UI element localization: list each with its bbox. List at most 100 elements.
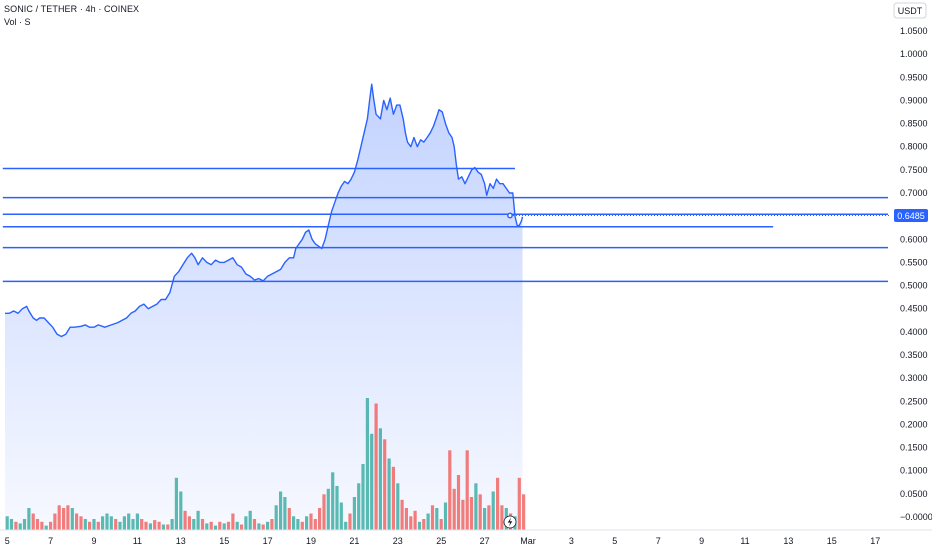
volume-bar [109, 516, 113, 531]
volume-bar [309, 513, 313, 530]
volume-bar [196, 510, 200, 531]
time-tick-label: 13 [783, 536, 793, 546]
volume-bar [252, 519, 257, 530]
price-area [5, 84, 523, 530]
volume-bar [114, 519, 118, 530]
volume-bar [183, 510, 187, 531]
volume-bar [179, 491, 183, 530]
volume-bar [92, 519, 96, 530]
volume-bar [322, 494, 326, 531]
volume-bar [456, 475, 461, 530]
volume-bar [44, 525, 48, 530]
horizontal-lines-layer[interactable] [2, 167, 888, 283]
replay-icon[interactable] [503, 515, 517, 529]
time-axis[interactable]: 5 7 9 11 13 15 17 19 21 23 25 27 Mar 3 5 7 9 11 13 15 17 [0, 529, 932, 546]
volume-bar [448, 450, 452, 531]
time-tick-label: 17 [870, 536, 880, 546]
volume-bar [378, 428, 382, 531]
volume-bar [187, 516, 191, 531]
last-price-marker [507, 212, 513, 219]
volume-bar [153, 520, 157, 530]
volume-bar [287, 508, 291, 530]
symbol-title[interactable]: SONIC / TETHER · 4h · COINEX [4, 4, 140, 14]
time-tick-label: 7 [656, 536, 661, 546]
volume-bar [517, 477, 521, 531]
volume-bar [522, 494, 526, 531]
price-axis[interactable]: USDT 0.6485 1.0500 1.0000 0.9500 0.9000 0.85… [893, 2, 932, 522]
volume-bar [83, 519, 87, 530]
volume-bar [417, 521, 422, 531]
volume-label[interactable]: Vol · S [4, 17, 31, 27]
time-tick-label: 19 [306, 536, 316, 546]
last-price-label: 0.6485 [897, 211, 925, 221]
volume-bar [365, 398, 369, 530]
time-tick-label: 3 [569, 536, 574, 546]
price-tick-label: 0.0500 [900, 489, 928, 499]
volume-bar [244, 516, 248, 531]
volume-bar [174, 477, 178, 531]
volume-bar [313, 519, 317, 530]
time-tick-label: 23 [393, 536, 403, 546]
price-tick-label: −0.0000 [900, 512, 932, 522]
price-tick-label: 1.0500 [900, 26, 928, 36]
volume-bar [266, 521, 270, 531]
volume-bar [118, 521, 122, 531]
volume-bar [452, 488, 456, 531]
volume-bar [170, 519, 174, 530]
volume-bar [292, 516, 296, 531]
volume-bar [491, 491, 495, 530]
time-tick-label: 11 [740, 536, 749, 546]
volume-bar [231, 513, 235, 530]
volume-bar [88, 521, 92, 531]
price-tick-label: 0.8000 [900, 142, 928, 152]
volume-bar [469, 497, 474, 530]
volume-bar [400, 499, 404, 531]
volume-bar [62, 508, 66, 530]
volume-bar [335, 486, 339, 530]
volume-bar [101, 516, 105, 531]
volume-bar [57, 505, 61, 531]
volume-bar [209, 521, 213, 531]
volume-bar [131, 519, 135, 530]
volume-bar [461, 499, 465, 531]
volume-bar [352, 497, 356, 530]
unit-box[interactable] [893, 2, 927, 19]
price-tick-label: 0.3500 [900, 350, 928, 360]
price-tick-label: 0.7000 [900, 188, 928, 198]
time-tick-label: 15 [219, 536, 229, 546]
time-tick-label: 7 [48, 536, 53, 546]
volume-bar [357, 483, 361, 531]
price-tick-label: 0.1500 [900, 443, 928, 453]
price-tick-label: 0.5000 [900, 281, 928, 291]
volume-bar [122, 516, 126, 531]
price-tick-label: 0.8500 [900, 119, 928, 129]
volume-bar [439, 519, 443, 530]
price-axis-unit: USDT [898, 6, 923, 16]
price-line [5, 83, 524, 338]
price-tick-label: 0.2000 [900, 419, 928, 429]
volume-bar [283, 497, 287, 530]
volume-bar [465, 450, 469, 531]
last-price-tag: 0.6485 [894, 209, 928, 222]
volume-bar [53, 513, 57, 530]
volume-bar [192, 519, 196, 530]
volume-bar [426, 513, 430, 530]
volume-bar [374, 403, 378, 530]
volume-bar [213, 525, 218, 530]
time-tick-label: 5 [612, 536, 617, 546]
price-tick-label: 0.2500 [900, 396, 928, 406]
volume-bar [383, 439, 387, 531]
price-line-layer [5, 83, 524, 338]
volume-bar [483, 508, 487, 530]
volume-bar [361, 464, 365, 530]
time-tick-label: 13 [176, 536, 186, 546]
time-tick-label: 27 [480, 536, 490, 546]
volume-bar [496, 477, 500, 531]
volume-bar [200, 519, 205, 530]
volume-bar [14, 521, 18, 531]
volume-bar [435, 508, 439, 530]
volume-bar [161, 524, 165, 530]
volume-bar [166, 524, 170, 530]
